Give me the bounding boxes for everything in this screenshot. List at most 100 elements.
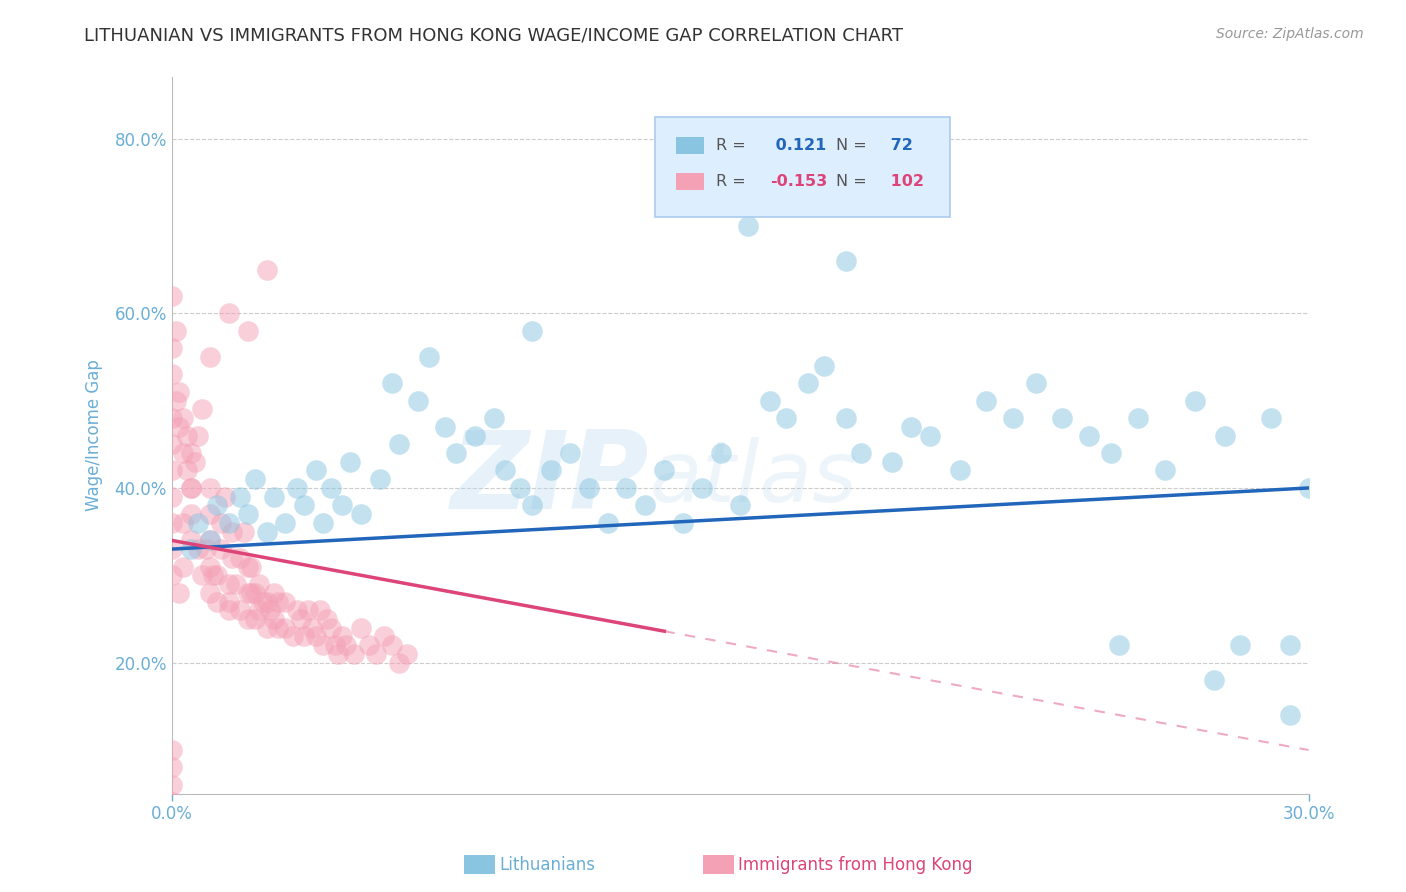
Point [616, 481, 638, 495]
Point [198, 533, 221, 548]
Point [368, 472, 391, 486]
Point [160, 437, 183, 451]
Point [221, 524, 243, 539]
Point [737, 219, 759, 233]
Point [247, 577, 270, 591]
Point [256, 524, 278, 539]
Point [243, 472, 266, 486]
Point [180, 542, 202, 557]
Point [160, 516, 183, 530]
Point [218, 516, 240, 530]
Point [202, 568, 225, 582]
Point [509, 481, 531, 495]
Point [330, 630, 353, 644]
Point [236, 559, 259, 574]
Point [759, 393, 782, 408]
Point [418, 350, 440, 364]
Point [464, 428, 486, 442]
Point [229, 550, 252, 565]
Point [256, 621, 278, 635]
Point [236, 612, 259, 626]
Point [654, 463, 676, 477]
Point [339, 455, 361, 469]
Point [328, 647, 350, 661]
Point [305, 463, 328, 477]
Point [240, 559, 263, 574]
Point [274, 621, 297, 635]
Point [366, 647, 388, 661]
Point [176, 428, 198, 442]
Point [835, 253, 858, 268]
Point [256, 262, 278, 277]
Point [259, 603, 281, 617]
Point [1108, 638, 1130, 652]
Y-axis label: Wage/Income Gap: Wage/Income Gap [86, 359, 103, 511]
Point [281, 630, 304, 644]
Point [160, 341, 183, 355]
Text: N =: N = [835, 138, 872, 153]
Point [207, 594, 229, 608]
Point [172, 446, 194, 460]
Point [274, 594, 297, 608]
Text: N =: N = [835, 174, 872, 189]
Point [1278, 638, 1301, 652]
Point [160, 463, 183, 477]
Point [305, 630, 328, 644]
Point [169, 384, 191, 399]
Point [350, 621, 373, 635]
Point [813, 359, 835, 373]
Point [373, 630, 395, 644]
Point [187, 428, 209, 442]
Point [482, 411, 505, 425]
Point [165, 393, 187, 408]
Point [236, 586, 259, 600]
Point [1153, 463, 1175, 477]
Point [1001, 411, 1024, 425]
Point [180, 507, 202, 521]
Point [180, 533, 202, 548]
Text: R =: R = [716, 138, 751, 153]
FancyBboxPatch shape [655, 117, 950, 217]
Point [207, 499, 229, 513]
Point [976, 393, 998, 408]
Point [835, 411, 858, 425]
Point [690, 481, 713, 495]
Point [558, 446, 581, 460]
Point [319, 621, 342, 635]
Point [221, 550, 243, 565]
Point [1229, 638, 1251, 652]
Point [1298, 481, 1320, 495]
Point [1213, 428, 1236, 442]
Point [267, 594, 290, 608]
Point [797, 376, 820, 391]
Point [949, 463, 972, 477]
Point [1202, 673, 1225, 687]
Point [380, 638, 402, 652]
Point [1126, 411, 1149, 425]
Point [1077, 428, 1099, 442]
Point [218, 603, 240, 617]
Point [672, 516, 695, 530]
Text: 0.121: 0.121 [769, 138, 825, 153]
Point [1050, 411, 1073, 425]
Point [357, 638, 380, 652]
Point [176, 463, 198, 477]
Point [851, 446, 873, 460]
Text: atlas: atlas [650, 437, 858, 520]
Point [335, 638, 357, 652]
Point [775, 411, 797, 425]
Point [243, 612, 266, 626]
Text: 102: 102 [884, 174, 924, 189]
Text: LITHUANIAN VS IMMIGRANTS FROM HONG KONG WAGE/INCOME GAP CORRELATION CHART: LITHUANIAN VS IMMIGRANTS FROM HONG KONG … [84, 27, 904, 45]
Point [263, 586, 285, 600]
Point [292, 630, 315, 644]
Point [198, 481, 221, 495]
Point [301, 621, 323, 635]
Text: -0.153: -0.153 [769, 174, 827, 189]
Point [578, 481, 600, 495]
Point [406, 393, 429, 408]
Point [209, 516, 232, 530]
FancyBboxPatch shape [676, 173, 704, 190]
Point [388, 656, 411, 670]
Point [183, 455, 205, 469]
